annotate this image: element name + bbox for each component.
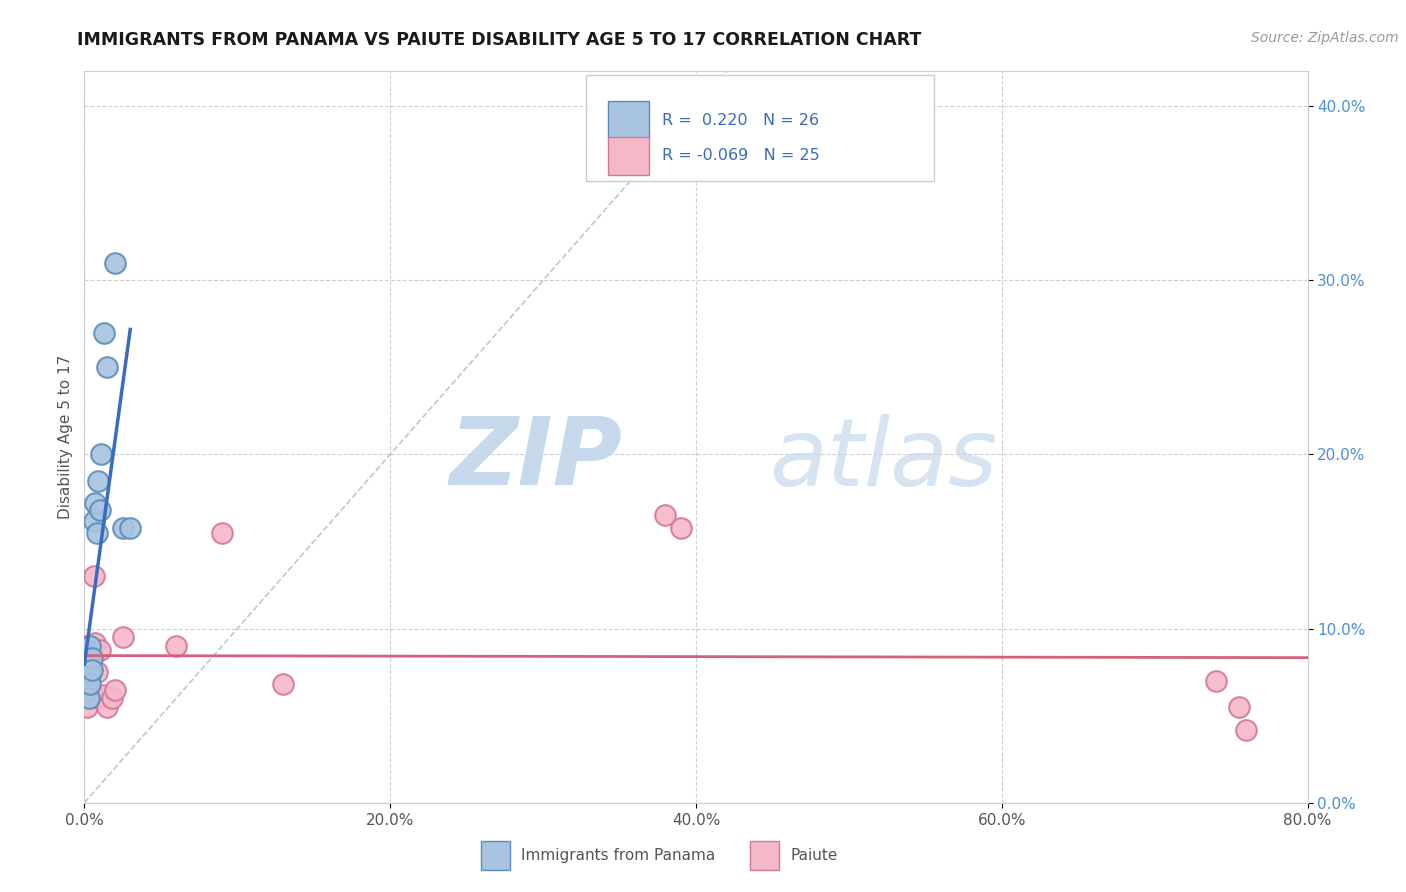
Point xyxy=(271,677,294,691)
Text: Source: ZipAtlas.com: Source: ZipAtlas.com xyxy=(1251,31,1399,45)
Point xyxy=(89,503,111,517)
Text: R = -0.069   N = 25: R = -0.069 N = 25 xyxy=(662,148,820,163)
Text: ZIP: ZIP xyxy=(450,413,623,505)
Point xyxy=(669,521,692,535)
Point xyxy=(165,639,187,653)
Y-axis label: Disability Age 5 to 17: Disability Age 5 to 17 xyxy=(58,355,73,519)
Point xyxy=(80,664,103,678)
Point xyxy=(84,496,107,510)
Point xyxy=(111,521,134,535)
Point xyxy=(1227,700,1250,714)
Point xyxy=(79,639,101,653)
Point xyxy=(87,691,110,706)
Point xyxy=(654,508,676,523)
Point xyxy=(93,326,115,340)
Point xyxy=(86,525,108,540)
Point xyxy=(101,691,124,706)
Point xyxy=(87,474,110,488)
Point xyxy=(1205,673,1227,688)
Point xyxy=(104,256,127,270)
Point xyxy=(84,635,107,649)
Point xyxy=(83,569,105,583)
Point xyxy=(75,639,97,653)
Point xyxy=(77,673,100,688)
FancyBboxPatch shape xyxy=(586,75,935,181)
Point xyxy=(75,653,97,667)
Point xyxy=(76,660,98,674)
Point xyxy=(211,525,233,540)
Point xyxy=(77,691,100,706)
Point xyxy=(77,657,100,671)
Text: IMMIGRANTS FROM PANAMA VS PAIUTE DISABILITY AGE 5 TO 17 CORRELATION CHART: IMMIGRANTS FROM PANAMA VS PAIUTE DISABIL… xyxy=(77,31,922,49)
Point xyxy=(77,682,100,697)
Point xyxy=(111,631,134,645)
Point xyxy=(96,360,118,375)
Point xyxy=(96,700,118,714)
FancyBboxPatch shape xyxy=(607,101,650,139)
Text: atlas: atlas xyxy=(769,414,998,505)
Point xyxy=(89,642,111,657)
Point xyxy=(80,651,103,665)
Point xyxy=(1236,723,1258,737)
Point xyxy=(76,670,98,684)
Point xyxy=(86,665,108,680)
FancyBboxPatch shape xyxy=(607,136,650,175)
Point xyxy=(76,700,98,714)
Point xyxy=(79,667,101,681)
Point xyxy=(75,665,97,680)
Point xyxy=(77,648,100,662)
Point xyxy=(104,682,127,697)
Point xyxy=(79,660,101,674)
Point xyxy=(120,521,142,535)
Point xyxy=(90,448,112,462)
Point xyxy=(80,648,103,662)
Point xyxy=(91,688,114,702)
FancyBboxPatch shape xyxy=(749,841,779,870)
Text: R =  0.220   N = 26: R = 0.220 N = 26 xyxy=(662,112,818,128)
Point xyxy=(75,657,97,671)
Text: Immigrants from Panama: Immigrants from Panama xyxy=(522,848,716,863)
Point xyxy=(76,673,98,688)
FancyBboxPatch shape xyxy=(481,841,510,870)
Point xyxy=(76,682,98,697)
Text: Paiute: Paiute xyxy=(790,848,838,863)
Point xyxy=(75,642,97,657)
Point xyxy=(79,677,101,691)
Point xyxy=(83,514,105,528)
